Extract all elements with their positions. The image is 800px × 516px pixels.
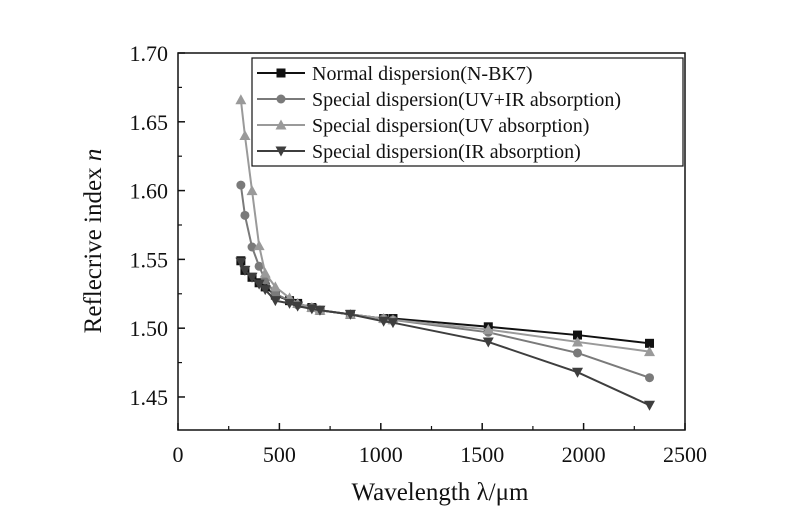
data-point-triangle xyxy=(235,94,247,105)
legend-box xyxy=(251,57,684,167)
data-point-circle xyxy=(270,289,280,299)
data-point-triangle-down xyxy=(275,146,287,157)
data-point-triangle xyxy=(253,240,265,251)
legend-label: Special dispersion(UV absorption) xyxy=(312,115,589,137)
data-point-triangle-down xyxy=(246,272,258,283)
data-point-circle xyxy=(573,348,583,358)
data-point-triangle xyxy=(572,336,584,347)
data-point-triangle-down xyxy=(387,318,399,329)
data-point-triangle xyxy=(269,281,281,292)
data-point-triangle xyxy=(482,324,494,335)
data-point-triangle xyxy=(246,185,258,196)
data-point-triangle-down xyxy=(378,316,390,327)
x-axis-label: Wavelength λ/μm xyxy=(352,479,529,506)
legend-label: Normal dispersion(N-BK7) xyxy=(312,63,533,85)
data-point-triangle-down xyxy=(253,279,265,290)
data-point-circle xyxy=(236,180,246,190)
y-tick-label: 1.65 xyxy=(130,110,169,135)
data-point-triangle-down xyxy=(235,257,247,268)
data-point-triangle xyxy=(275,119,287,130)
data-point-square xyxy=(645,338,655,348)
data-point-triangle xyxy=(259,267,271,278)
data-point-triangle-down xyxy=(239,265,251,276)
data-point-triangle-down xyxy=(259,285,271,296)
data-point-triangle-down xyxy=(644,400,656,411)
x-tick-label: 0 xyxy=(173,442,184,467)
y-tick-label: 1.60 xyxy=(130,179,169,204)
legend-label: Special dispersion(UV+IR absorption) xyxy=(312,89,621,111)
data-point-circle xyxy=(276,94,286,104)
series-line xyxy=(239,99,650,353)
data-point-square xyxy=(276,68,286,78)
x-tick-label: 1500 xyxy=(460,442,504,467)
data-point-triangle-down xyxy=(292,301,304,312)
data-point-triangle xyxy=(239,130,251,141)
data-point-triangle-down xyxy=(284,298,296,309)
x-tick-label: 500 xyxy=(263,442,296,467)
data-point-triangle-down xyxy=(482,337,494,348)
data-point-triangle-down xyxy=(314,305,326,316)
data-point-triangle-down xyxy=(572,367,584,378)
y-axis-label: Reflecrive index n xyxy=(80,149,107,334)
series-line xyxy=(239,261,650,407)
x-tick-label: 2000 xyxy=(562,442,606,467)
y-tick-label: 1.55 xyxy=(130,247,169,272)
y-tick-label: 1.50 xyxy=(130,316,169,341)
data-point-circle xyxy=(254,261,264,271)
data-point-triangle-down xyxy=(306,304,318,315)
y-tick-label: 1.45 xyxy=(130,385,169,410)
legend-label: Special dispersion(IR absorption) xyxy=(312,141,581,163)
data-point-triangle xyxy=(644,346,656,357)
data-point-circle xyxy=(247,242,257,252)
data-point-triangle-down xyxy=(269,296,281,307)
data-point-circle xyxy=(240,210,250,220)
data-point-triangle-down xyxy=(344,309,356,320)
x-tick-label: 1000 xyxy=(359,442,403,467)
series-line xyxy=(239,184,650,379)
data-point-circle xyxy=(645,373,655,383)
data-point-square xyxy=(573,330,583,340)
x-tick-label: 2500 xyxy=(663,442,707,467)
y-tick-label: 1.70 xyxy=(130,41,169,66)
